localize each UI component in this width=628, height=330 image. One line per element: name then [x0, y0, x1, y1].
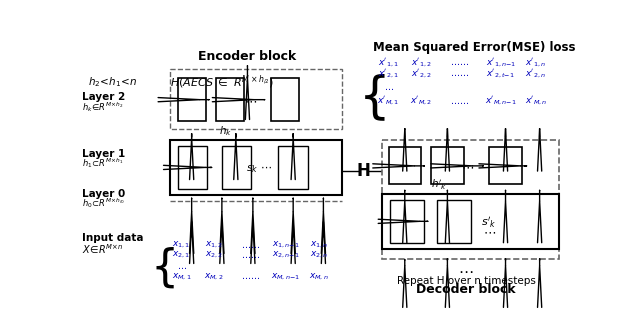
Text: $x_{2,2}$: $x_{2,2}$ — [205, 250, 223, 260]
Text: $\cdots$: $\cdots$ — [176, 262, 187, 271]
Text: $x_{1,1}$: $x_{1,1}$ — [173, 240, 191, 250]
Text: $\cdots$: $\cdots$ — [483, 226, 495, 239]
Text: $x'_{1,n\!-\!1}$: $x'_{1,n\!-\!1}$ — [485, 56, 516, 69]
Bar — [271, 78, 298, 121]
Text: $x'_{2,1}$: $x'_{2,1}$ — [378, 67, 399, 80]
Bar — [382, 140, 559, 259]
Text: $\{$: $\{$ — [150, 245, 175, 290]
Text: $x_{2,n\!-\!1}$: $x_{2,n\!-\!1}$ — [272, 250, 300, 260]
Text: $x_{2,n}$: $x_{2,n}$ — [310, 250, 328, 260]
Text: $h_0\!\subset\!R^{M\!\times\!h_{/0}}$: $h_0\!\subset\!R^{M\!\times\!h_{/0}}$ — [82, 196, 126, 210]
Text: Decoder block: Decoder block — [416, 283, 516, 296]
Text: $\cdots\cdots$: $\cdots\cdots$ — [241, 241, 260, 250]
Text: Layer 0: Layer 0 — [82, 189, 126, 199]
Text: $x'_{M,2}$: $x'_{M,2}$ — [410, 95, 432, 107]
Bar — [278, 146, 308, 189]
Text: $x'_{M,n}$: $x'_{M,n}$ — [524, 95, 547, 107]
Text: $x_{1,n\!-\!1}$: $x_{1,n\!-\!1}$ — [272, 240, 300, 250]
Text: $\cdots\cdots$: $\cdots\cdots$ — [450, 58, 469, 67]
Text: $\cdots\cdots$: $\cdots\cdots$ — [241, 272, 260, 281]
Text: $x_{1,n}$: $x_{1,n}$ — [310, 240, 328, 250]
Text: Layer 1: Layer 1 — [82, 148, 126, 158]
Text: $\cdots\cdots$: $\cdots\cdots$ — [450, 97, 469, 106]
Bar — [222, 146, 251, 189]
Text: $x_{2,1}$: $x_{2,1}$ — [173, 250, 191, 260]
Text: $x'_{2,t\!-\!1}$: $x'_{2,t\!-\!1}$ — [487, 67, 516, 80]
Text: $x'_{1,n}$: $x'_{1,n}$ — [525, 56, 546, 69]
Bar — [178, 146, 207, 189]
Bar — [436, 200, 470, 243]
Bar — [390, 200, 424, 243]
Bar — [431, 148, 463, 184]
Text: $\cdots$: $\cdots$ — [461, 160, 474, 173]
Text: $x_{1,2}$: $x_{1,2}$ — [205, 240, 223, 250]
Text: $x'_{M,n\!-\!1}$: $x'_{M,n\!-\!1}$ — [485, 95, 517, 107]
Text: $\cdots$: $\cdots$ — [244, 94, 257, 107]
Text: $x'_{M,1}$: $x'_{M,1}$ — [377, 95, 399, 107]
Text: $h_2\!<\!h_1\!<\!n$: $h_2\!<\!h_1\!<\!n$ — [88, 75, 138, 89]
Text: Mean Squared Error(MSE) loss: Mean Squared Error(MSE) loss — [372, 41, 575, 54]
Text: Layer 2: Layer 2 — [82, 92, 126, 102]
Text: $\cdots$: $\cdots$ — [458, 263, 474, 278]
Text: $x'_{1,2}$: $x'_{1,2}$ — [411, 56, 431, 69]
Text: $x'_{2,n}$: $x'_{2,n}$ — [525, 67, 546, 80]
Text: $\cdots$: $\cdots$ — [384, 83, 394, 92]
Text: $x'_{1,1}$: $x'_{1,1}$ — [378, 56, 399, 69]
Text: H: H — [357, 161, 371, 180]
Text: $x_{M,2}$: $x_{M,2}$ — [204, 272, 224, 282]
Text: $h'_k$: $h'_k$ — [431, 178, 447, 192]
Text: $\cdots\cdots$: $\cdots\cdots$ — [241, 251, 260, 260]
Text: $H(\mathit{AECS}\ \in\ R^{M\times h_{/2}})$: $H(\mathit{AECS}\ \in\ R^{M\times h_{/2}… — [170, 73, 274, 91]
Text: $s'_k$: $s'_k$ — [482, 215, 497, 230]
Text: $h_1\!\subset\!R^{M\!\times\!h_1}$: $h_1\!\subset\!R^{M\!\times\!h_1}$ — [82, 156, 124, 170]
Bar — [382, 194, 559, 249]
Bar — [170, 140, 342, 195]
Text: $h_k$: $h_k$ — [219, 124, 232, 138]
Bar — [217, 78, 244, 121]
Text: Repeat H over n timesteps: Repeat H over n timesteps — [396, 276, 536, 285]
Text: $x_{M,n}$: $x_{M,n}$ — [309, 272, 328, 282]
Bar — [389, 148, 421, 184]
Text: Encoder block: Encoder block — [198, 50, 296, 63]
Text: $s_k\ \cdots$: $s_k\ \cdots$ — [246, 163, 272, 175]
Text: $\{$: $\{$ — [358, 72, 385, 123]
Text: $X\!\in\!R^{M\!\times\!n}$: $X\!\in\!R^{M\!\times\!n}$ — [82, 242, 124, 256]
Text: $x_{M,n\!-\!1}$: $x_{M,n\!-\!1}$ — [271, 272, 301, 282]
Bar — [489, 148, 522, 184]
Text: Input data: Input data — [82, 233, 144, 243]
Text: $h_k\!\in\!R^{M\!\times\!h_2}$: $h_k\!\in\!R^{M\!\times\!h_2}$ — [82, 100, 124, 114]
Bar — [170, 69, 342, 129]
Bar — [178, 78, 205, 121]
Text: $x_{M,1}$: $x_{M,1}$ — [171, 272, 192, 282]
Text: $x'_{2,2}$: $x'_{2,2}$ — [411, 67, 431, 80]
Text: $\cdots\cdots$: $\cdots\cdots$ — [450, 69, 469, 78]
